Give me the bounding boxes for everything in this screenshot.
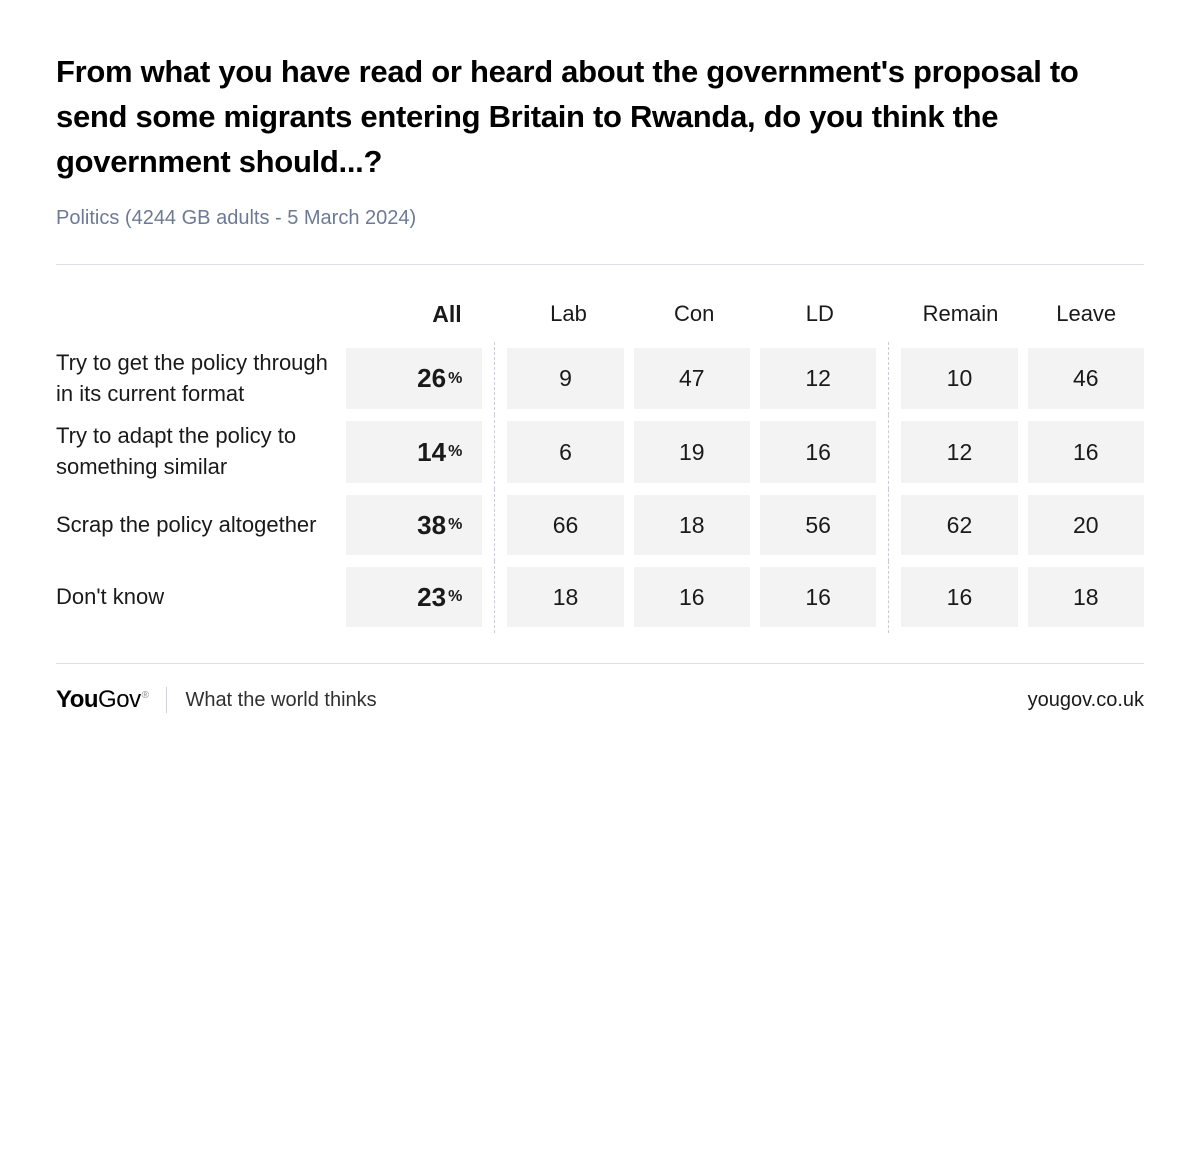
yougov-logo: YouGov®	[56, 686, 148, 714]
column-group-separator	[888, 415, 889, 489]
column-header: LD	[762, 301, 878, 332]
table-cell: 47	[634, 348, 750, 410]
table-cell: 10	[901, 348, 1017, 410]
column-group-separator	[494, 342, 495, 416]
column-group-separator	[890, 295, 891, 338]
footer-url: yougov.co.uk	[1028, 689, 1144, 712]
table-cell: 16	[1028, 421, 1144, 483]
table-cell: 19	[634, 421, 750, 483]
table-cell: 26%	[346, 348, 482, 410]
column-header: All	[346, 301, 486, 332]
table-cell: 9	[507, 348, 623, 410]
footer: YouGov® What the world thinks yougov.co.…	[56, 664, 1144, 714]
row-label: Scrap the policy altogether	[56, 495, 346, 555]
column-header: Leave	[1028, 301, 1144, 332]
table-row: Scrap the policy altogether38% 661856 6220	[56, 495, 1144, 555]
column-group-separator	[494, 489, 495, 561]
table-cell: 12	[760, 348, 876, 410]
column-group-separator	[498, 295, 499, 338]
table-cell: 66	[507, 495, 623, 555]
table-cell: 56	[760, 495, 876, 555]
table-cell: 18	[634, 495, 750, 555]
table-cell: 18	[507, 567, 623, 627]
table-cell: 14%	[346, 421, 482, 483]
column-group-separator	[888, 561, 889, 633]
footer-separator	[166, 687, 167, 713]
column-header: Remain	[903, 301, 1019, 332]
table-cell: 12	[901, 421, 1017, 483]
chart-subtitle: Politics (4244 GB adults - 5 March 2024)	[56, 207, 1144, 230]
table-header-label-spacer	[56, 301, 346, 332]
table-cell: 38%	[346, 495, 482, 555]
column-header: Lab	[511, 301, 627, 332]
data-table: All Lab Con LD Remain Leave Try to get the pol…	[56, 265, 1144, 663]
table-cell: 62	[901, 495, 1017, 555]
column-group-separator	[888, 489, 889, 561]
row-label: Try to get the policy through in its cur…	[56, 348, 346, 410]
row-label: Don't know	[56, 567, 346, 627]
table-cell: 20	[1028, 495, 1144, 555]
column-header: Con	[636, 301, 752, 332]
chart-title: From what you have read or heard about t…	[56, 50, 1144, 185]
footer-tagline: What the world thinks	[185, 689, 376, 712]
table-row: Don't know23%1816161618	[56, 567, 1144, 627]
table-cell: 16	[634, 567, 750, 627]
table-row: Try to get the policy through in its cur…	[56, 348, 1144, 410]
row-label: Try to adapt the policy to something sim…	[56, 421, 346, 483]
column-group-separator	[494, 415, 495, 489]
table-cell: 23%	[346, 567, 482, 627]
table-row: Try to adapt the policy to something sim…	[56, 421, 1144, 483]
column-group-separator	[494, 561, 495, 633]
table-cell: 16	[760, 567, 876, 627]
table-cell: 16	[760, 421, 876, 483]
table-cell: 18	[1028, 567, 1144, 627]
table-cell: 6	[507, 421, 623, 483]
table-cell: 16	[901, 567, 1017, 627]
table-cell: 46	[1028, 348, 1144, 410]
column-group-separator	[888, 342, 889, 416]
table-header-row: All Lab Con LD Remain Leave	[56, 301, 1144, 332]
